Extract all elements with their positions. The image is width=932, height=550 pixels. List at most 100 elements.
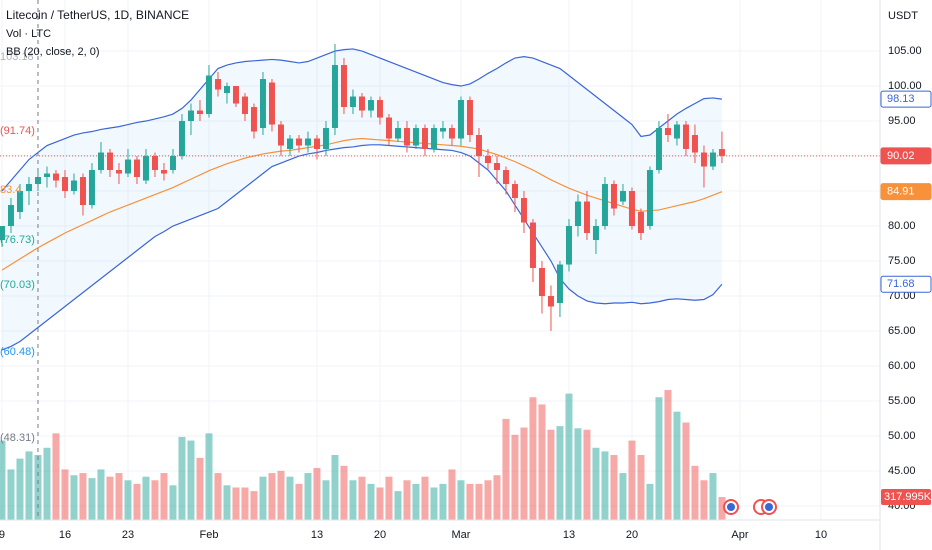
volume-bar: [331, 455, 339, 520]
x-tick-label: Mar: [451, 529, 470, 541]
candle-body: [349, 96, 356, 108]
bb-lower: [1, 144, 723, 351]
volume-bar: [250, 491, 258, 520]
y-tick-label: 100.00: [888, 80, 922, 92]
candle-body: [142, 156, 149, 181]
candle-body: [538, 268, 545, 297]
volume-bar: [358, 476, 366, 520]
x-tick-label: 9: [0, 529, 5, 541]
volume-bar: [619, 473, 627, 520]
crosshair-value: (60.48): [0, 346, 35, 358]
volume-bar: [610, 455, 618, 520]
volume-bar: [592, 447, 600, 520]
volume-bar: [106, 476, 114, 520]
candle-body: [331, 65, 338, 129]
bb-upper: [1, 48, 723, 192]
y-tick-label: 45.00: [888, 465, 916, 477]
y-tick-label: 75.00: [888, 255, 916, 267]
candle-body: [7, 205, 14, 227]
candle-body: [709, 152, 716, 167]
candle-body: [250, 107, 257, 132]
volume-bar: [178, 436, 186, 520]
candle-body: [493, 163, 500, 171]
x-tick-label: Apr: [731, 529, 748, 541]
y-tick-label: 70.00: [888, 290, 916, 302]
candle-body: [43, 173, 50, 178]
volume-bar: [322, 480, 330, 520]
candle-body: [403, 128, 410, 146]
volume-bar: [718, 497, 726, 520]
candle-body: [385, 117, 392, 139]
volume-bar: [700, 480, 708, 520]
candle-body: [430, 128, 437, 150]
candle-body: [592, 226, 599, 241]
volume-bar: [16, 458, 24, 520]
x-tick-label: 13: [311, 529, 323, 541]
candle-body: [376, 100, 383, 118]
volume: [0, 390, 726, 520]
price-badge-label: 84.91: [887, 186, 915, 198]
volume-bar: [475, 483, 483, 520]
candle-body: [232, 86, 239, 104]
volume-bar: [25, 451, 33, 520]
volume-bar: [376, 487, 384, 520]
candle-body: [367, 100, 374, 111]
x-tick-label: Feb: [199, 529, 218, 541]
candle-body: [610, 184, 617, 209]
volume-bar: [160, 473, 168, 520]
volume-bar: [547, 429, 555, 520]
candle-body: [223, 86, 230, 94]
candle-body: [529, 222, 536, 269]
price-badge: [880, 90, 932, 108]
candle-body: [565, 226, 572, 265]
y-tick-label: 95.00: [888, 115, 916, 127]
volume-bar: [88, 478, 96, 520]
candle-body: [214, 79, 221, 90]
volume-bar: [673, 411, 681, 520]
volume-bar: [385, 476, 393, 520]
volume-bar: [34, 455, 42, 520]
candle-body: [241, 96, 248, 115]
candle-body: [313, 138, 320, 150]
volume-bar: [349, 480, 357, 520]
currency-label: USDT: [888, 10, 918, 22]
x-tick-label: 20: [374, 529, 386, 541]
volume-bar: [511, 434, 519, 520]
candle-body: [475, 135, 482, 157]
overlay: 103.18 (91.74) 83.4 (76.73) (70.03) (60.48) (4…: [0, 0, 880, 520]
candle-body: [124, 159, 131, 174]
candle-body: [502, 170, 509, 185]
crosshair-value: 103.18: [0, 51, 34, 63]
volume-bar: [502, 418, 510, 520]
candle-body: [655, 128, 662, 171]
candle-body: [268, 82, 275, 125]
volume-bar: [574, 428, 582, 520]
candle-body: [358, 96, 365, 111]
candle-body: [457, 100, 464, 139]
candle-body: [169, 156, 176, 171]
volume-bar: [628, 440, 636, 520]
price-badge-label: 71.68: [887, 278, 915, 290]
candle-body: [322, 128, 329, 150]
crosshair-value: (76.73): [0, 234, 35, 246]
volume-badge-label: 317.995K: [884, 491, 932, 503]
volume-bar: [0, 440, 6, 520]
x-tick-label: 16: [59, 529, 71, 541]
volume-bar: [565, 393, 573, 520]
candle-body: [718, 149, 725, 156]
candle-body: [520, 198, 527, 223]
volume-bar: [232, 487, 240, 520]
candle-body: [700, 152, 707, 167]
candle-body: [151, 156, 158, 171]
candle-body: [394, 128, 401, 139]
candle-body: [574, 201, 581, 227]
price-badge: [880, 147, 932, 165]
y-tick-label: 55.00: [888, 395, 916, 407]
price-badge-label: 90.02: [887, 150, 915, 162]
candle-body: [484, 156, 491, 164]
volume-bar: [52, 433, 60, 520]
candles: [0, 44, 725, 332]
candle-body: [61, 177, 68, 192]
